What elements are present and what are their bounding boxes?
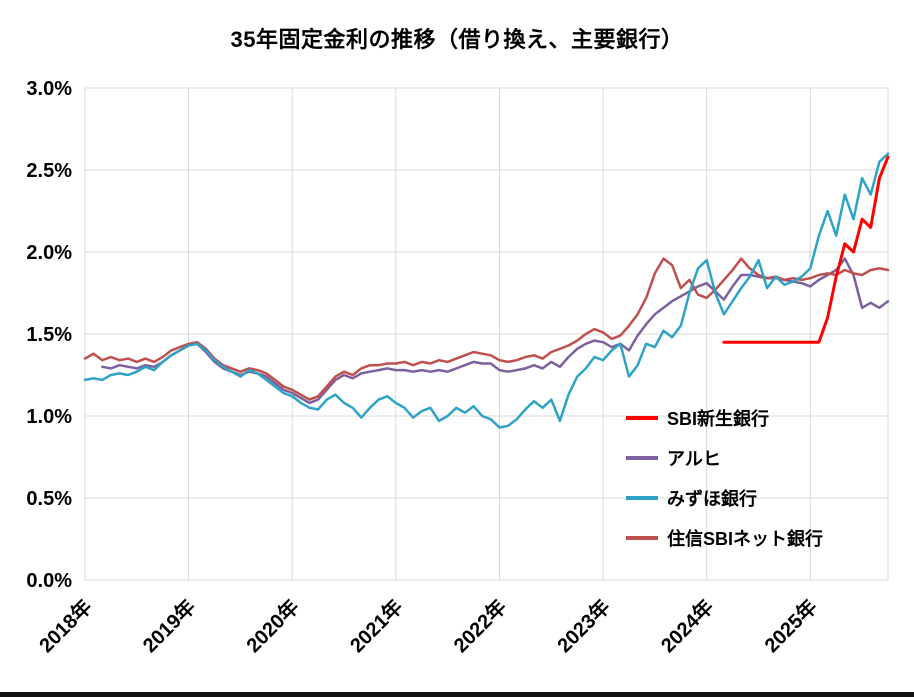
series-line-1 [101,257,890,405]
chart-title: 35年固定金利の推移（借り換え、主要銀行） [230,27,684,52]
x-axis-label: 2024年 [656,595,719,658]
x-axis-label: 2018年 [34,595,97,658]
x-axis-label: 2019年 [138,595,201,658]
legend-item: アルヒ [626,438,823,478]
x-axis-label: 2023年 [552,595,615,658]
legend-item: 住信SBIネット銀行 [626,518,823,558]
legend-line-icon [626,456,658,460]
y-axis-label: 1.0% [26,406,72,428]
x-axis-label: 2020年 [241,595,304,658]
legend-item: みずほ銀行 [626,478,823,518]
x-axis-label: 2022年 [448,595,511,658]
y-axis-label: 3.0% [26,78,72,100]
legend-label: アルヒ [667,449,721,469]
y-axis-label: 0.0% [26,570,72,592]
legend-label: SBI新生銀行 [667,409,770,429]
y-axis-label: 1.5% [26,324,72,346]
legend: SBI新生銀行 アルヒ みずほ銀行 住信SBIネット銀行 [626,398,823,558]
x-axis-label: 2021年 [345,595,408,658]
legend-line-icon [626,416,658,420]
legend-label: 住信SBIネット銀行 [667,529,824,549]
legend-item: SBI新生銀行 [626,398,823,438]
series-line-0 [722,155,890,344]
legend-label: みずほ銀行 [667,489,757,509]
y-axis-label: 2.5% [26,160,72,182]
plot-border [84,87,889,581]
x-axis-label: 2025年 [759,595,822,658]
window-bottom-edge [0,692,914,697]
series-line-2 [83,152,890,429]
legend-line-icon [626,536,658,540]
y-axis-label: 2.0% [26,242,72,264]
legend-line-icon [626,496,658,500]
series-line-3 [83,257,890,401]
y-axis-label: 0.5% [26,488,72,510]
